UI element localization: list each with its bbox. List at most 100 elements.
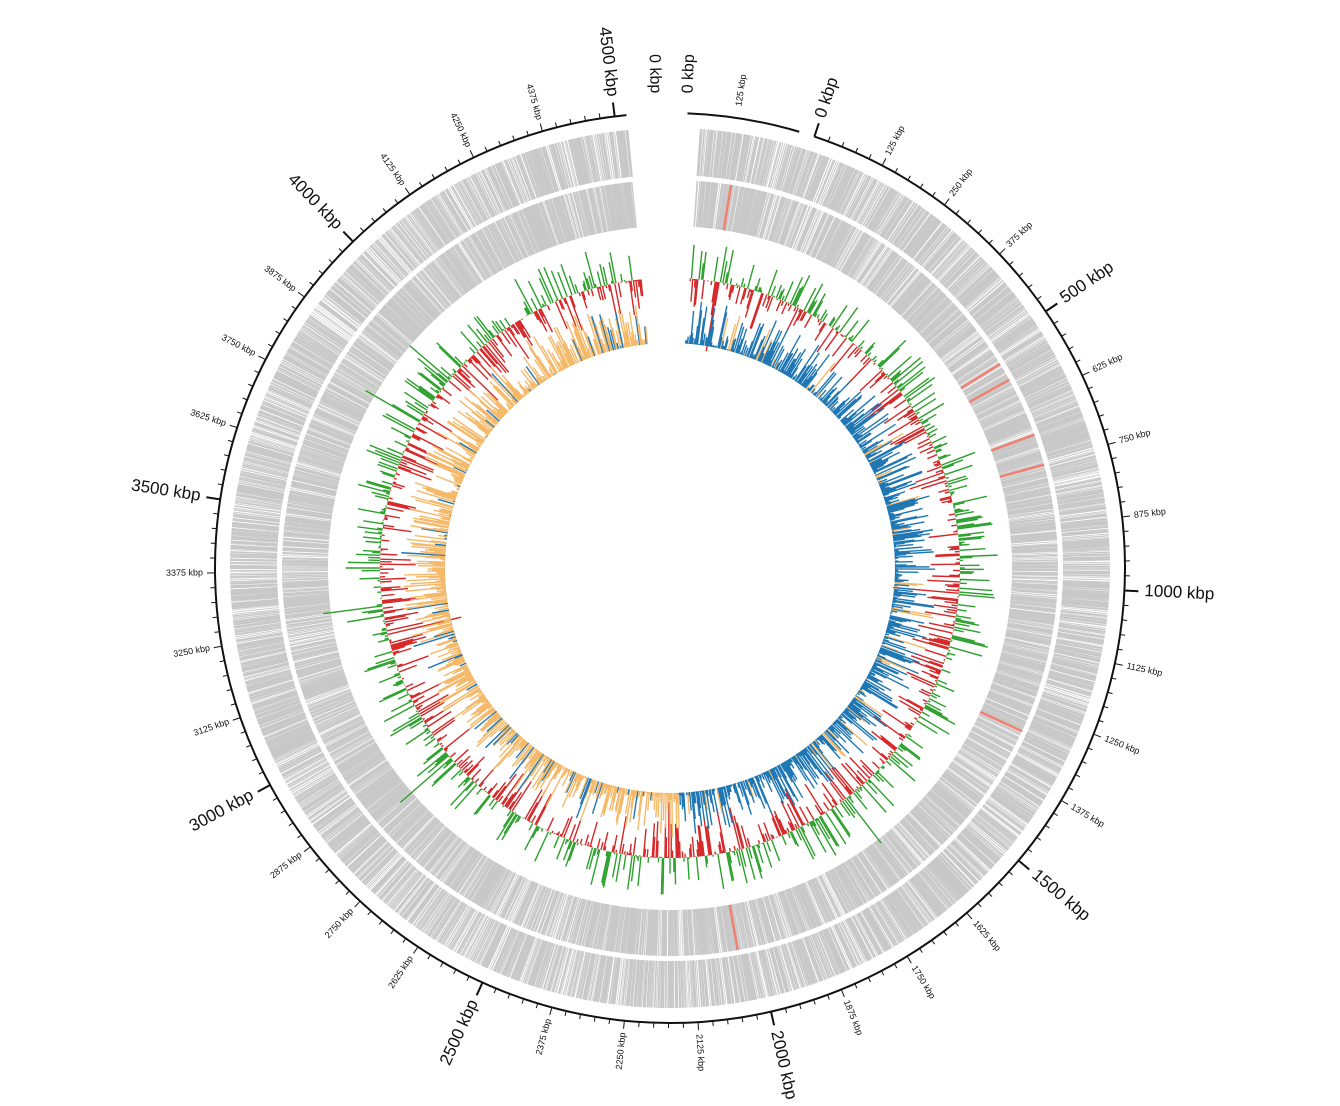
gc-content-bar <box>828 316 836 326</box>
cds-feature <box>288 630 334 640</box>
cds-feature <box>934 242 968 279</box>
cds-feature <box>302 676 347 694</box>
cds-feature <box>664 909 667 956</box>
cds-feature <box>987 308 1026 337</box>
cds-feature <box>284 603 331 611</box>
cds-feature <box>571 138 585 185</box>
gc-content-bar <box>931 595 959 601</box>
cds-feature <box>282 547 329 552</box>
gc-content-bar <box>938 488 950 493</box>
cds-feature <box>882 264 913 302</box>
cds-feature <box>515 211 535 255</box>
cds-feature <box>243 665 290 679</box>
cds-feature <box>786 147 802 194</box>
gc-content-bar <box>946 608 957 612</box>
cds-feature <box>982 410 1025 430</box>
gc-content-bar <box>576 838 579 843</box>
cds-feature <box>283 595 330 602</box>
cds-feature <box>494 873 517 915</box>
cds-feature <box>915 804 950 838</box>
cds-feature <box>1011 545 1058 550</box>
cds-feature <box>900 281 933 317</box>
gc-content-bar <box>800 311 807 322</box>
cds-feature <box>416 889 446 929</box>
gc-skew-bar <box>710 342 713 347</box>
cds-feature <box>978 810 1017 842</box>
cds-feature <box>1008 614 1055 623</box>
gc-content-bar <box>533 311 539 321</box>
cds-feature <box>791 149 807 195</box>
gc-content-bar <box>823 801 830 811</box>
gc-content-bar <box>740 277 745 288</box>
cds-feature <box>287 503 333 512</box>
cds-feature <box>904 815 938 851</box>
gc-content-bar <box>391 641 414 649</box>
cds-feature <box>838 230 863 271</box>
cds-feature <box>609 905 619 952</box>
cds-feature <box>1059 617 1107 625</box>
cds-feature <box>282 587 329 592</box>
cds-feature <box>283 535 330 541</box>
gc-content-bar <box>424 737 436 747</box>
cds-feature <box>356 257 392 292</box>
cds-feature <box>302 677 347 695</box>
cds-feature <box>1059 621 1106 629</box>
gc-content-bar <box>392 680 404 687</box>
cds-feature <box>246 675 293 691</box>
cds-feature <box>255 419 300 437</box>
cds-feature <box>241 656 288 668</box>
gc-content-bar <box>574 284 579 294</box>
cds-feature <box>925 794 961 827</box>
cds-feature <box>997 457 1043 472</box>
cds-feature <box>359 773 398 804</box>
cds-feature <box>934 322 972 354</box>
cds-feature <box>949 344 988 372</box>
cds-feature <box>230 543 278 547</box>
cds-feature <box>444 905 470 947</box>
cds-feature <box>504 877 526 920</box>
gc-content-bar <box>928 633 952 641</box>
cds-feature <box>751 191 765 237</box>
gc-content-bar <box>374 449 401 462</box>
cds-feature <box>989 796 1029 825</box>
cds-feature <box>496 873 518 916</box>
cds-feature <box>514 881 536 925</box>
cds-feature <box>584 901 597 947</box>
gc-content-bar <box>710 281 718 315</box>
gc-content-bar <box>677 828 680 858</box>
cds-feature <box>1010 602 1057 609</box>
cds-feature <box>786 203 804 247</box>
gc-content-bar <box>766 296 774 312</box>
cds-feature <box>942 850 976 885</box>
cds-feature <box>1009 521 1056 529</box>
cds-feature <box>754 192 768 238</box>
cds-feature <box>231 601 279 608</box>
cds-feature <box>1049 669 1095 684</box>
gc-content-bar <box>534 831 550 862</box>
gc-content-bar <box>882 709 912 730</box>
cds-feature <box>740 954 751 1001</box>
cds-feature <box>920 304 956 337</box>
cds-feature <box>633 959 639 1007</box>
cds-feature <box>373 316 410 348</box>
gc-content-bar <box>947 652 956 656</box>
cds-feature <box>840 231 866 273</box>
cds-feature <box>768 894 785 940</box>
gc-content-bar <box>467 763 480 777</box>
cds-feature <box>238 478 286 490</box>
cds-feature <box>392 872 423 911</box>
cds-feature <box>334 282 371 314</box>
cds-feature <box>454 183 479 226</box>
cds-feature <box>1004 488 1050 499</box>
cds-feature <box>250 686 296 703</box>
cds-feature <box>323 296 362 326</box>
gc-content-bar <box>397 693 410 700</box>
cds-feature <box>388 803 424 837</box>
cds-feature <box>301 446 346 462</box>
cds-feature <box>981 299 1020 330</box>
cds-feature <box>945 768 984 798</box>
cds-feature <box>719 184 729 230</box>
cds-feature <box>389 298 424 333</box>
cds-feature <box>1060 519 1108 528</box>
gc-content-bar <box>425 410 428 413</box>
